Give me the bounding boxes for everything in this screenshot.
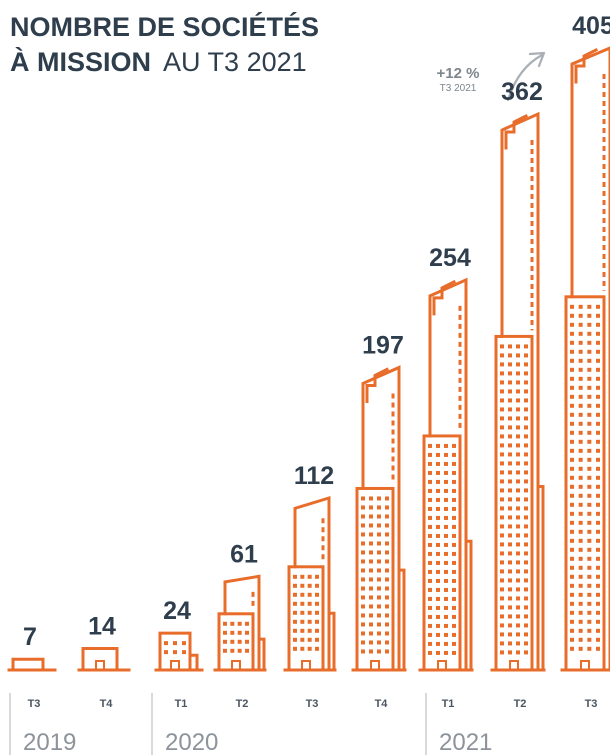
quarter-label-2021-t1: T1 (442, 698, 455, 710)
value-label-2019-t3: 7 (23, 623, 37, 651)
value-labels-layer: 7 14 24 61 112 197 254 362 405 (23, 12, 610, 651)
chart-title-line2-bold: À MISSION (10, 46, 151, 77)
year-label-2019: 2019 (23, 729, 76, 755)
growth-annotation: +12 % T3 2021 (437, 51, 546, 102)
value-label-2019-t4: 14 (88, 612, 116, 640)
value-label-2021-t1: 254 (429, 244, 471, 272)
chart-title-line2-rest: AU T3 2021 (163, 47, 307, 77)
bar-2021-t2 (490, 111, 546, 672)
bar-2021-t1 (418, 277, 474, 672)
quarter-label-2020-t3: T3 (306, 698, 319, 710)
bar-2020-t1 (154, 631, 204, 672)
year-label-2021: 2021 (439, 729, 492, 755)
quarter-label-2019-t3: T3 (28, 698, 41, 710)
chart-title-line2: À MISSION AU T3 2021 (10, 46, 307, 77)
bar-2019-t3 (7, 657, 57, 672)
value-label-2020-t3: 112 (294, 462, 334, 490)
bars-layer (7, 46, 610, 672)
value-label-2021-t2: 362 (501, 78, 543, 106)
quarter-label-2021-t2: T2 (514, 698, 527, 710)
curved-arrow-icon (506, 51, 546, 102)
bar-2020-t2 (213, 574, 267, 672)
year-label-2020: 2020 (165, 729, 218, 755)
bar-2020-t3 (283, 495, 337, 672)
growth-value: +12 % (437, 65, 480, 82)
quarter-label-2021-t3: T3 (585, 698, 598, 710)
quarter-label-2020-t4: T4 (375, 698, 389, 710)
axis-layer: T3 T4 T1 T2 T3 T4 T1 T2 T3 2019 2020 2021 (9, 693, 598, 755)
growth-label: T3 2021 (440, 83, 477, 94)
quarter-label-2020-t1: T1 (175, 698, 188, 710)
bar-2020-t4 (351, 365, 407, 672)
value-label-2020-t2: 61 (230, 540, 258, 568)
value-label-2020-t4: 197 (362, 331, 404, 359)
bar-2019-t4 (77, 646, 131, 672)
chart-title-line1: NOMBRE DE SOCIÉTÉS (10, 11, 319, 42)
bar-2021-t3 (560, 46, 610, 672)
quarter-label-2020-t2: T2 (236, 698, 249, 710)
value-label-2020-t1: 24 (163, 597, 191, 625)
value-label-2021-t3: 405 (572, 12, 610, 40)
quarter-label-2019-t4: T4 (100, 698, 114, 710)
